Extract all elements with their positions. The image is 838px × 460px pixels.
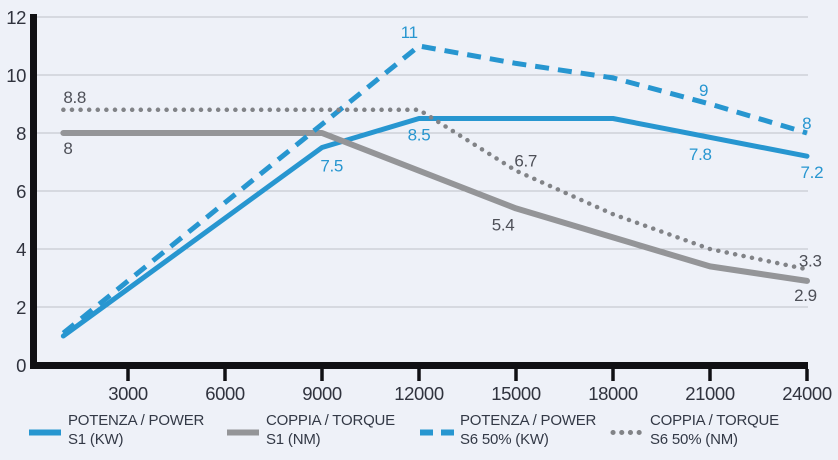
data-label-torque-s1: 2.9	[794, 286, 817, 305]
series-line-torque-s1	[60, 130, 810, 284]
y-tick-label: 12	[6, 7, 26, 28]
data-label-torque-s6: 8.8	[63, 88, 86, 107]
legend-label-line2: S6 50% (NM)	[650, 430, 738, 448]
legend-label-line2: S6 50% (KW)	[460, 430, 549, 448]
data-label-power-s1: 7.2	[801, 163, 824, 182]
legend-label-line1: POTENZA / POWER	[460, 412, 597, 429]
series-line-torque-s6	[61, 107, 810, 272]
series-line-power-s6	[61, 43, 808, 336]
x-tick-label: 24000	[782, 383, 832, 404]
series-line-power-s1	[60, 116, 810, 339]
legend-swatch-solid-blue-icon	[29, 429, 61, 436]
legend-item-power-s1: POTENZA / POWER S1 (KW)	[28, 412, 204, 449]
legend-item-torque-s6: COPPIA / TORQUE S6 50% (NM)	[610, 412, 779, 449]
x-tick-label: 21000	[685, 383, 735, 404]
data-label-power-s1: 8.5	[408, 126, 431, 145]
legend-label-line1: POTENZA / POWER	[68, 412, 205, 429]
x-tick-label: 3000	[108, 383, 148, 404]
y-tick-label: 8	[16, 123, 26, 144]
data-label-power-s1: 7.8	[689, 145, 712, 164]
data-label-torque-s1: 8	[63, 139, 72, 158]
x-tick-label: 18000	[588, 383, 638, 404]
data-label-power-s6: 9	[699, 81, 708, 100]
y-tick-label: 4	[16, 239, 26, 260]
legend-item-torque-s1: COPPIA / TORQUE S1 (NM)	[226, 412, 395, 449]
data-label-torque-s1: 5.4	[492, 215, 515, 234]
data-label-power-s6: 11	[401, 23, 418, 42]
data-label-torque-s6: 3.3	[799, 251, 822, 270]
y-tick-label: 0	[16, 355, 26, 376]
legend-label-line1: COPPIA / TORQUE	[650, 412, 779, 429]
legend-label: POTENZA / POWER S1 (KW)	[68, 412, 204, 449]
legend-label-line1: COPPIA / TORQUE	[266, 412, 395, 429]
y-tick-label: 2	[16, 297, 26, 318]
legend-label-line2: S1 (NM)	[266, 430, 321, 448]
legend-label-line2: S1 (KW)	[68, 430, 124, 448]
legend-label: POTENZA / POWER S6 50% (KW)	[460, 412, 596, 449]
x-tick-label: 12000	[394, 383, 444, 404]
x-tick-label: 6000	[205, 383, 245, 404]
x-tick-label: 15000	[491, 383, 541, 404]
data-label-power-s1: 7.5	[320, 157, 343, 176]
y-tick-label: 6	[16, 181, 26, 202]
legend-label: COPPIA / TORQUE S6 50% (NM)	[650, 412, 779, 449]
legend-swatch-solid-gray-icon	[227, 429, 259, 436]
data-label-torque-s6: 6.7	[514, 152, 537, 171]
y-tick-label: 10	[6, 65, 26, 86]
legend-label: COPPIA / TORQUE S1 (NM)	[266, 412, 395, 449]
legend-swatch-dashed-blue-icon	[420, 429, 454, 436]
legend-swatch-dotted-gray-icon	[610, 430, 644, 435]
x-tick-label: 9000	[302, 383, 342, 404]
legend-item-power-s6: POTENZA / POWER S6 50% (KW)	[420, 412, 596, 449]
data-label-power-s6: 8	[802, 114, 811, 133]
